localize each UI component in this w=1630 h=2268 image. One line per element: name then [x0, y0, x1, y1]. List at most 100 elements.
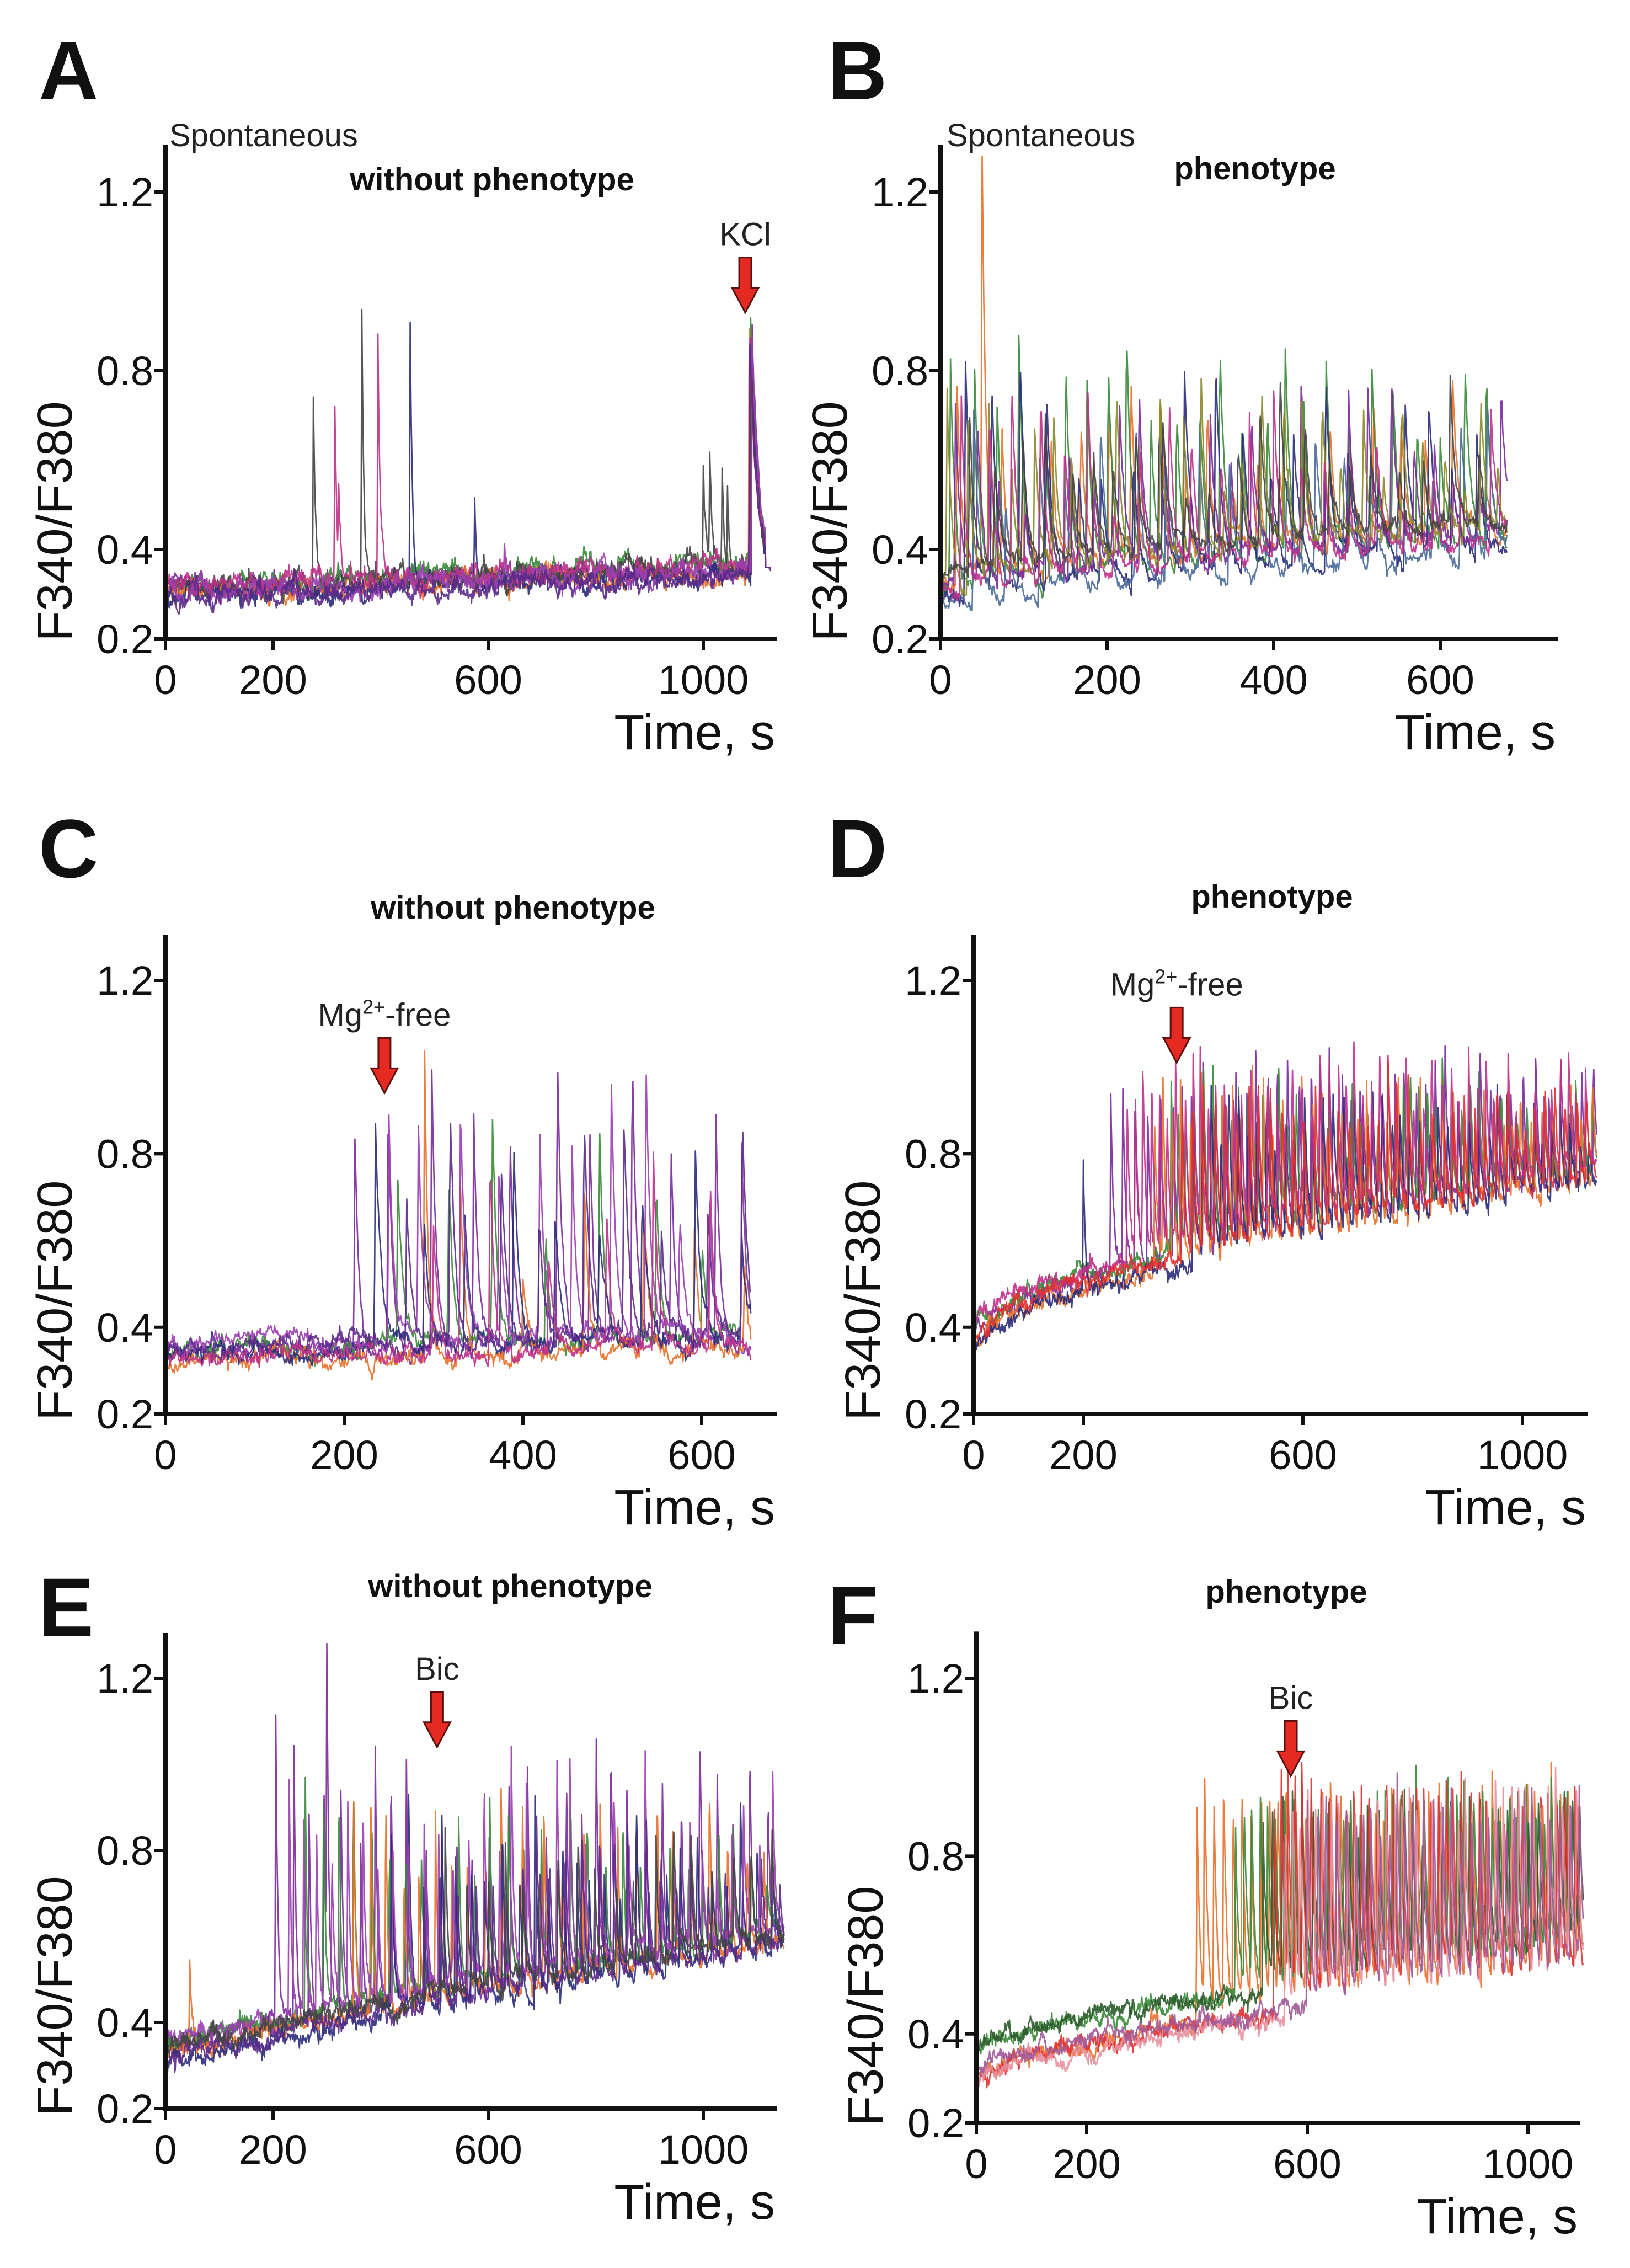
y-axis-label: F340/F380	[28, 1876, 83, 2116]
x-tick-label: 600	[1273, 2141, 1341, 2187]
traces	[939, 155, 1508, 611]
x-axis-label: Time, s	[1394, 705, 1556, 760]
trace-series-2	[164, 317, 771, 602]
red-arrow-icon	[422, 1691, 452, 1749]
annotation-superscript: 2+	[1155, 965, 1177, 988]
trace-series-2	[164, 1119, 752, 1367]
traces	[975, 1762, 1584, 2089]
y-tick-label: 0.4	[97, 1305, 153, 1351]
y-axis-label: F340/F380	[838, 1886, 894, 2126]
y-tick-label: 0.8	[905, 1131, 961, 1177]
panel-letter: C	[39, 802, 98, 895]
annotation-text: Bic	[1269, 1680, 1313, 1716]
trace-series-8	[940, 374, 1508, 580]
x-tick-label: 600	[454, 2127, 522, 2173]
traces	[972, 1041, 1597, 1353]
y-tick-label: 0.8	[97, 348, 153, 394]
y-tick-label: 1.2	[97, 1656, 153, 1701]
y-tick-label: 0.8	[872, 348, 928, 394]
y-tick-label: 0.2	[97, 2086, 153, 2132]
x-axis-label: Time, s	[1417, 2189, 1578, 2244]
x-tick-label: 600	[1406, 657, 1474, 703]
annotation-suffix: -free	[1177, 967, 1243, 1002]
trace-series-7	[164, 337, 771, 605]
x-tick-label: 0	[965, 2141, 987, 2187]
x-tick-label: 400	[1239, 657, 1307, 703]
y-axis-label: F340/F380	[28, 401, 83, 641]
y-tick-label: 0.2	[97, 616, 153, 662]
red-arrow-icon	[370, 1037, 399, 1095]
x-axis-label: Time, s	[614, 705, 775, 760]
panel-b: B Spontaneous phenotype 0.2 0.4 0.8 1.2 0 200 400…	[803, 24, 1558, 760]
y-tick-label: 0.8	[97, 1131, 153, 1177]
x-tick-label: 0	[154, 657, 177, 703]
traces	[164, 1050, 752, 1381]
panel-title: phenotype	[1191, 879, 1353, 915]
x-tick-label: 0	[929, 657, 952, 703]
x-tick-label: 0	[154, 2127, 177, 2173]
x-tick-label: 200	[1073, 657, 1141, 703]
annotation-label: Mg2+-free	[1110, 965, 1243, 1002]
y-tick-label: 0.2	[905, 1391, 961, 1437]
annotation-suffix: -free	[385, 997, 451, 1033]
x-tick-label: 0	[154, 1432, 177, 1478]
trace-series-7	[939, 390, 1508, 602]
panel-a: A Spontaneous without phenotype 0.2 0.4 0.8 1.…	[28, 24, 777, 760]
y-tick-label: 1.2	[97, 169, 153, 215]
x-tick-label: 1000	[1477, 1432, 1568, 1478]
annotation-label: Bic	[415, 1651, 459, 1687]
y-axis-label: F340/F380	[836, 1181, 891, 1421]
y-axis-label: F340/F380	[28, 1181, 83, 1421]
x-tick-label: 0	[962, 1432, 985, 1478]
y-tick-label: 0.4	[97, 2000, 153, 2046]
trace-series-7	[165, 1827, 785, 2054]
trace-series-4	[164, 321, 771, 609]
panel-title: without phenotype	[370, 890, 655, 926]
y-tick-label: 0.4	[872, 527, 928, 573]
y-tick-label: 1.2	[872, 169, 928, 215]
x-tick-label: 600	[667, 1432, 735, 1478]
panel-letter: B	[827, 24, 887, 117]
x-axis-label: Time, s	[614, 1480, 775, 1535]
x-tick-label: 200	[310, 1432, 378, 1478]
annotation-text: Mg	[1110, 967, 1155, 1002]
x-axis-label: Time, s	[1425, 1480, 1586, 1535]
red-arrow-icon	[730, 257, 760, 314]
traces	[164, 1643, 785, 2073]
y-tick-label: 0.4	[907, 2011, 964, 2057]
panel-title: phenotype	[1205, 1574, 1367, 1610]
x-tick-label: 200	[239, 2127, 307, 2173]
y-tick-label: 0.4	[905, 1305, 961, 1351]
y-tick-label: 0.2	[907, 2100, 964, 2146]
y-axis-label: F340/F380	[803, 401, 858, 641]
trace-series-5	[976, 1767, 1584, 2088]
trace-series-6	[164, 1815, 785, 2073]
trace-series-3	[164, 1050, 752, 1381]
y-tick-label: 0.4	[97, 527, 153, 573]
x-tick-label: 200	[1052, 2141, 1120, 2187]
y-tick-label: 0.2	[872, 616, 928, 662]
trace-series-1	[164, 324, 771, 603]
annotation-text: Mg	[318, 997, 362, 1033]
trace-series-6	[939, 378, 1508, 596]
annotation-label: KCl	[719, 217, 771, 253]
x-tick-label: 600	[1269, 1432, 1337, 1478]
x-tick-label: 400	[489, 1432, 557, 1478]
annotation-label: Mg2+-free	[318, 995, 451, 1033]
trace-series-8	[164, 343, 772, 615]
red-arrow-icon	[1276, 1720, 1306, 1778]
panel-letter: F	[827, 1569, 878, 1662]
y-tick-label: 0.8	[97, 1828, 153, 1874]
x-tick-label: 1000	[658, 2127, 749, 2173]
panel-letter: D	[827, 802, 887, 895]
y-tick-label: 1.2	[905, 958, 961, 1004]
axes	[163, 1633, 777, 2111]
panel-subtitle: Spontaneous	[169, 118, 358, 153]
annotation-text: KCl	[719, 217, 771, 253]
y-tick-label: 1.2	[907, 1656, 964, 1701]
panel-subtitle: Spontaneous	[947, 118, 1135, 153]
panel-title: without phenotype	[367, 1568, 653, 1604]
annotation-label: Bic	[1269, 1680, 1313, 1716]
